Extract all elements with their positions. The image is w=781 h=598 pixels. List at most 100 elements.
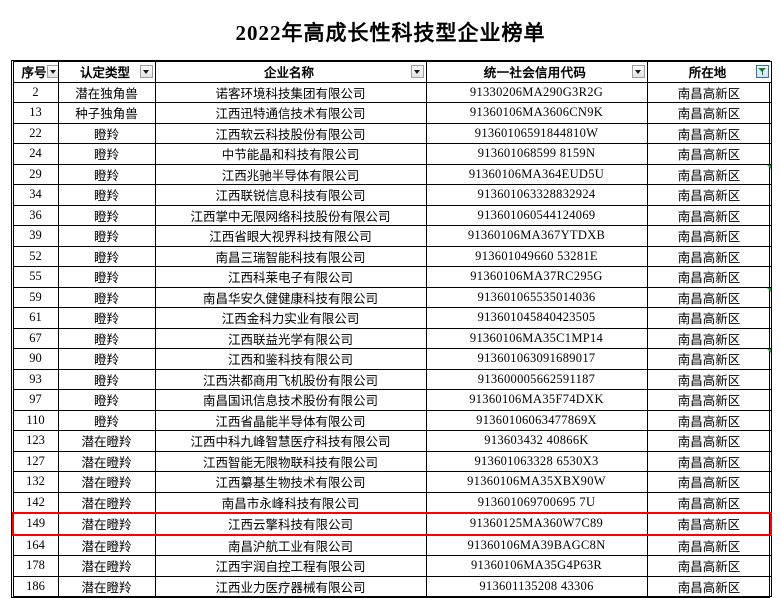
cell-name[interactable]: 江西宇润自控工程有限公司 bbox=[154, 555, 427, 577]
cell-name[interactable]: 江西中科九峰智慧医疗科技有限公司 bbox=[154, 430, 427, 452]
cell-type[interactable]: 潜在瞪羚 bbox=[57, 512, 156, 536]
cell-seq[interactable]: 24 bbox=[12, 143, 59, 165]
cell-type[interactable]: 瞪羚 bbox=[57, 143, 156, 165]
cell-code[interactable]: 913601049660 53281E bbox=[425, 245, 648, 267]
cell-code[interactable]: 91360106MA37RC295G bbox=[425, 266, 648, 288]
cell-location[interactable]: 南昌高新区 bbox=[646, 102, 772, 124]
cell-code[interactable]: 91360106MA3606CN9K bbox=[425, 102, 648, 124]
filter-dropdown-seq-icon[interactable] bbox=[46, 65, 57, 79]
table-row[interactable]: 36 瞪羚 江西掌中无限网络科技股份有限公司 913601060544124069 南昌… bbox=[12, 204, 772, 226]
filter-dropdown-code-icon[interactable] bbox=[631, 65, 645, 79]
table-row[interactable]: 110 瞪羚 江西省晶能半导体有限公司 91360106063477869X 南昌高新区 bbox=[12, 409, 772, 431]
cell-location[interactable]: 南昌高新区 bbox=[646, 575, 772, 597]
cell-code[interactable]: 913601045840423505 bbox=[425, 307, 648, 329]
cell-location[interactable]: 南昌高新区 bbox=[646, 534, 772, 556]
cell-name[interactable]: 江西金科力实业有限公司 bbox=[154, 307, 427, 329]
table-row[interactable]: 39 瞪羚 江西省眼大视界科技有限公司 91360106MA367YTDXB 南昌高新区 bbox=[12, 225, 772, 247]
cell-name[interactable]: 江西智能无限物联科技有限公司 bbox=[154, 450, 427, 472]
cell-type[interactable]: 瞪羚 bbox=[57, 409, 156, 431]
table-row[interactable]: 29 瞪羚 江西兆驰半导体有限公司 91360106MA364EUD5U 南昌高新区 bbox=[12, 163, 772, 185]
cell-seq[interactable]: 34 bbox=[12, 184, 59, 206]
cell-name[interactable]: 江西纂基生物技术有限公司 bbox=[154, 471, 427, 493]
cell-location[interactable]: 南昌高新区 bbox=[646, 184, 772, 206]
cell-location[interactable]: 南昌高新区 bbox=[646, 491, 772, 514]
cell-type[interactable]: 潜在瞪羚 bbox=[57, 534, 156, 556]
cell-name[interactable]: 南昌沪航工业有限公司 bbox=[154, 534, 427, 556]
cell-code[interactable]: 913601065535014036 bbox=[425, 286, 648, 308]
cell-type[interactable]: 瞪羚 bbox=[57, 245, 156, 267]
table-row[interactable]: 59 瞪羚 南昌华安久健健康科技有限公司 913601065535014036 南昌高新… bbox=[12, 286, 772, 308]
cell-seq[interactable]: 110 bbox=[12, 409, 59, 431]
cell-seq[interactable]: 142 bbox=[12, 491, 59, 514]
cell-seq[interactable]: 97 bbox=[12, 389, 59, 411]
cell-name[interactable]: 南昌华安久健健康科技有限公司 bbox=[154, 286, 427, 308]
cell-code[interactable]: 91360106MA35XBX90W bbox=[425, 471, 648, 493]
cell-name[interactable]: 江西联锐信息科技有限公司 bbox=[154, 184, 427, 206]
cell-location[interactable]: 南昌高新区 bbox=[646, 81, 772, 103]
table-row[interactable]: 2 潜在独角兽 诺客环境科技集团有限公司 91330206MA290G3R2G 南昌高新… bbox=[12, 81, 772, 103]
cell-location[interactable]: 南昌高新区 bbox=[646, 163, 772, 185]
table-row[interactable]: 61 瞪羚 江西金科力实业有限公司 913601045840423505 南昌高新区 bbox=[12, 307, 772, 329]
cell-name[interactable]: 南昌市永峰科技有限公司 bbox=[154, 491, 427, 514]
cell-location[interactable]: 南昌高新区 bbox=[646, 512, 772, 536]
cell-seq[interactable]: 59 bbox=[12, 286, 59, 308]
cell-code[interactable]: 913601068599 8159N bbox=[425, 143, 648, 165]
cell-code[interactable]: 91360106MA35G4P63R bbox=[425, 555, 648, 577]
cell-type[interactable]: 潜在瞪羚 bbox=[57, 471, 156, 493]
cell-seq[interactable]: 22 bbox=[12, 122, 59, 144]
cell-seq[interactable]: 55 bbox=[12, 266, 59, 288]
cell-seq[interactable]: 123 bbox=[12, 430, 59, 452]
cell-location[interactable]: 南昌高新区 bbox=[646, 204, 772, 226]
cell-name[interactable]: 江西省晶能半导体有限公司 bbox=[154, 409, 427, 431]
cell-code[interactable]: 913601063328 6530X3 bbox=[425, 450, 648, 472]
cell-seq[interactable]: 61 bbox=[12, 307, 59, 329]
table-row[interactable]: 24 瞪羚 中节能晶和科技有限公司 913601068599 8159N 南昌高新区 bbox=[12, 143, 772, 165]
cell-location[interactable]: 南昌高新区 bbox=[646, 368, 772, 390]
cell-code[interactable]: 913601063328832924 bbox=[425, 184, 648, 206]
cell-location[interactable]: 南昌高新区 bbox=[646, 143, 772, 165]
table-row[interactable]: 186 潜在瞪羚 江西业力医疗器械有限公司 913601135208 43306 南昌高… bbox=[12, 575, 772, 597]
cell-type[interactable]: 瞪羚 bbox=[57, 204, 156, 226]
cell-code[interactable]: 91360106063477869X bbox=[425, 409, 648, 431]
cell-code[interactable]: 91360106MA364EUD5U bbox=[425, 163, 648, 185]
cell-type[interactable]: 潜在瞪羚 bbox=[57, 430, 156, 452]
cell-name[interactable]: 南昌三瑞智能科技有限公司 bbox=[154, 245, 427, 267]
cell-name[interactable]: 江西兆驰半导体有限公司 bbox=[154, 163, 427, 185]
cell-location[interactable]: 南昌高新区 bbox=[646, 307, 772, 329]
cell-type[interactable]: 瞪羚 bbox=[57, 184, 156, 206]
cell-type[interactable]: 种子独角兽 bbox=[57, 102, 156, 124]
cell-code[interactable]: 91360106MA367YTDXB bbox=[425, 225, 648, 247]
cell-name[interactable]: 江西洪都商用飞机股份有限公司 bbox=[154, 368, 427, 390]
cell-location[interactable]: 南昌高新区 bbox=[646, 430, 772, 452]
cell-type[interactable]: 瞪羚 bbox=[57, 327, 156, 349]
cell-name[interactable]: 中节能晶和科技有限公司 bbox=[154, 143, 427, 165]
cell-type[interactable]: 瞪羚 bbox=[57, 348, 156, 370]
table-row[interactable]: 13 种子独角兽 江西迅特通信技术有限公司 91360106MA3606CN9K 南昌高… bbox=[12, 102, 772, 124]
cell-name[interactable]: 江西迅特通信技术有限公司 bbox=[154, 102, 427, 124]
cell-name[interactable]: 江西科莱电子有限公司 bbox=[154, 266, 427, 288]
table-row[interactable]: 67 瞪羚 江西联益光学有限公司 91360106MA35C1MP14 南昌高新区 bbox=[12, 327, 772, 349]
cell-location[interactable]: 南昌高新区 bbox=[646, 122, 772, 144]
cell-name[interactable]: 江西业力医疗器械有限公司 bbox=[154, 575, 427, 597]
cell-seq[interactable]: 67 bbox=[12, 327, 59, 349]
cell-type[interactable]: 瞪羚 bbox=[57, 389, 156, 411]
cell-code[interactable]: 91360106MA35F74DXK bbox=[425, 389, 648, 411]
cell-name[interactable]: 江西省眼大视界科技有限公司 bbox=[154, 225, 427, 247]
table-row[interactable]: 52 瞪羚 南昌三瑞智能科技有限公司 913601049660 53281E 南昌高新区 bbox=[12, 245, 772, 267]
cell-location[interactable]: 南昌高新区 bbox=[646, 450, 772, 472]
cell-seq[interactable]: 39 bbox=[12, 225, 59, 247]
cell-type[interactable]: 瞪羚 bbox=[57, 225, 156, 247]
table-row[interactable]: 22 瞪羚 江西软云科技股份有限公司 91360106591844810W 南昌高新区 bbox=[12, 122, 772, 144]
table-row[interactable]: 97 瞪羚 南昌国讯信息技术股份有限公司 91360106MA35F74DXK 南昌高新… bbox=[12, 389, 772, 411]
cell-seq[interactable]: 149 bbox=[12, 512, 59, 536]
cell-name[interactable]: 江西云擎科技有限公司 bbox=[154, 512, 427, 536]
cell-seq[interactable]: 186 bbox=[12, 575, 59, 597]
cell-seq[interactable]: 178 bbox=[12, 555, 59, 577]
cell-code[interactable]: 913601060544124069 bbox=[425, 204, 648, 226]
cell-seq[interactable]: 93 bbox=[12, 368, 59, 390]
table-row[interactable]: 90 瞪羚 江西和鉴科技有限公司 913601063091689017 南昌高新区 bbox=[12, 348, 772, 370]
cell-name[interactable]: 江西联益光学有限公司 bbox=[154, 327, 427, 349]
cell-seq[interactable]: 132 bbox=[12, 471, 59, 493]
cell-location[interactable]: 南昌高新区 bbox=[646, 266, 772, 288]
cell-seq[interactable]: 90 bbox=[12, 348, 59, 370]
